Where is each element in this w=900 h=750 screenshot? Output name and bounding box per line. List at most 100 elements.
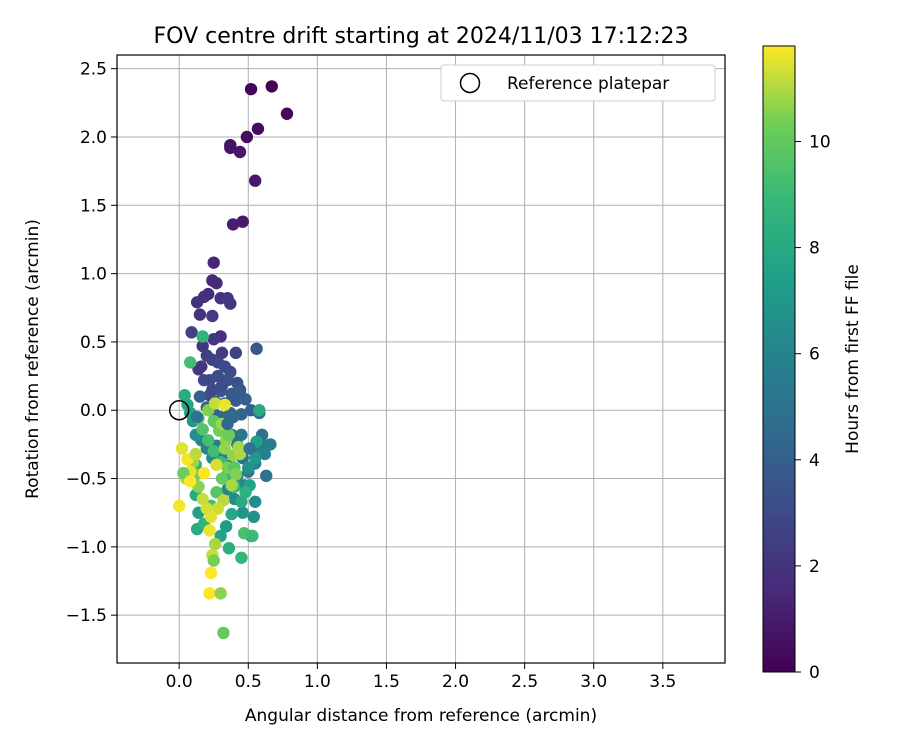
data-point xyxy=(208,397,222,410)
data-point xyxy=(248,174,262,187)
legend-open-circle-icon xyxy=(459,72,481,94)
x-tick-label: 2.5 xyxy=(511,672,538,692)
data-point xyxy=(215,379,229,392)
data-point xyxy=(235,495,248,508)
data-point xyxy=(239,486,252,499)
x-tick-label: 2.0 xyxy=(442,672,469,692)
data-point xyxy=(247,510,260,524)
chart-title: FOV centre drift starting at 2024/11/03 … xyxy=(154,24,689,49)
data-point xyxy=(200,502,214,515)
data-point xyxy=(219,520,233,533)
data-point xyxy=(177,466,190,480)
data-point xyxy=(207,554,220,567)
data-point xyxy=(218,398,231,411)
data-point xyxy=(207,256,220,269)
x-tick-label: 0.5 xyxy=(235,672,262,692)
x-tick-label: 3.0 xyxy=(580,672,607,692)
data-point xyxy=(193,308,207,321)
data-point xyxy=(240,130,254,144)
x-tick-label: 0.0 xyxy=(166,672,193,692)
x-tick-label: 3.5 xyxy=(649,672,676,692)
data-point xyxy=(178,389,191,402)
colorbar-tick-label: 4 xyxy=(809,451,820,471)
y-tick-label: 0.0 xyxy=(80,401,107,421)
data-point xyxy=(184,356,197,369)
data-point xyxy=(196,330,209,343)
data-point xyxy=(248,451,262,465)
data-point xyxy=(197,466,211,480)
y-tick-label: 0.5 xyxy=(80,333,107,353)
colorbar-tick-label: 2 xyxy=(809,557,820,577)
reference-marker-layer xyxy=(168,399,190,421)
data-point xyxy=(224,297,237,310)
data-point xyxy=(206,383,219,396)
data-point xyxy=(210,276,223,290)
data-point xyxy=(190,296,204,309)
x-tick-label: 1.0 xyxy=(304,672,331,692)
legend: Reference platepar xyxy=(440,64,716,102)
y-tick-label: 2.5 xyxy=(80,60,107,80)
data-point xyxy=(210,458,223,472)
data-point xyxy=(225,479,238,492)
data-point xyxy=(233,447,247,461)
data-point xyxy=(243,442,256,455)
colorbar-tick-label: 6 xyxy=(809,345,820,365)
data-point xyxy=(211,369,225,383)
y-tick-label: 1.0 xyxy=(80,265,107,285)
colorbar-tick-label: 10 xyxy=(809,132,831,152)
colorbar: 0 2 4 6 8 10 Hours from first FF file xyxy=(762,45,863,683)
data-point xyxy=(203,524,216,537)
y-tick-label: 2.0 xyxy=(80,128,107,148)
data-point xyxy=(226,410,240,424)
data-point xyxy=(233,145,247,159)
data-point xyxy=(196,492,209,506)
data-point xyxy=(235,428,248,442)
reference-platepar-marker xyxy=(168,399,190,421)
data-point xyxy=(251,122,265,135)
colorbar-tick-label: 0 xyxy=(809,663,820,683)
data-point xyxy=(175,442,189,455)
data-point xyxy=(190,410,204,424)
data-point xyxy=(185,326,198,339)
legend-label-reference: Reference platepar xyxy=(507,74,669,94)
data-point xyxy=(214,587,227,600)
data-point xyxy=(265,80,278,93)
colorbar-gradient xyxy=(762,45,796,673)
data-point xyxy=(215,346,229,360)
y-tick-label: −1.0 xyxy=(66,538,107,558)
data-point xyxy=(242,461,255,474)
data-point xyxy=(235,551,248,564)
data-point xyxy=(217,626,230,640)
data-point xyxy=(196,339,209,353)
data-point xyxy=(222,542,236,555)
data-point xyxy=(233,387,247,401)
plot-frame xyxy=(116,54,726,664)
data-point xyxy=(207,445,220,458)
axis-ticks: 0.0 0.5 1.0 1.5 2.0 2.5 3.0 3.5 −1.5 −1.0 −0.5 0.0 0… xyxy=(66,60,677,692)
data-point xyxy=(260,469,273,483)
data-point xyxy=(192,363,205,376)
y-axis-label: Rotation from reference (arcmin) xyxy=(23,219,43,499)
data-point xyxy=(248,495,262,508)
data-point xyxy=(264,438,277,451)
data-point xyxy=(224,141,237,155)
data-point xyxy=(203,587,216,600)
data-point xyxy=(189,447,202,461)
data-point xyxy=(211,502,225,515)
data-point xyxy=(204,566,218,580)
x-axis-label: Angular distance from reference (arcmin) xyxy=(245,706,597,726)
x-tick-label: 1.5 xyxy=(373,672,400,692)
colorbar-ticks: 0 2 4 6 8 10 xyxy=(795,132,831,683)
data-point xyxy=(253,404,266,417)
data-point xyxy=(222,428,236,442)
data-point xyxy=(236,506,249,519)
data-point xyxy=(225,507,238,521)
data-point xyxy=(226,218,240,231)
data-point xyxy=(218,442,231,455)
y-tick-label: 1.5 xyxy=(80,196,107,216)
data-point xyxy=(193,390,207,403)
data-point xyxy=(215,472,229,485)
colorbar-label: Hours from first FF file xyxy=(843,264,863,454)
data-point xyxy=(206,309,219,323)
